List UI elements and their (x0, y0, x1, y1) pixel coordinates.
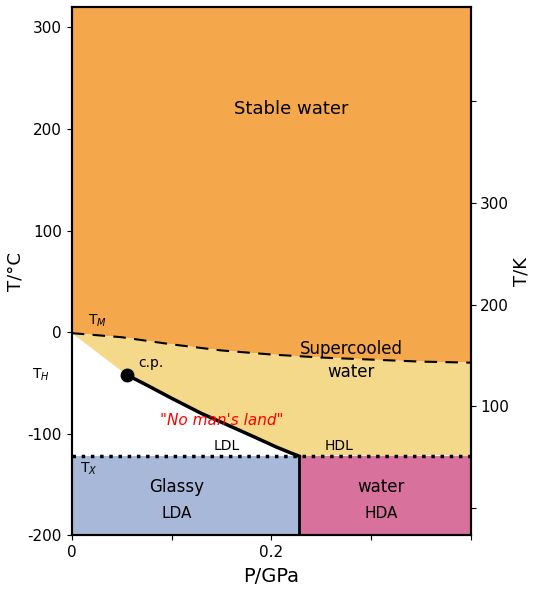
Text: water: water (357, 477, 404, 496)
Polygon shape (72, 7, 470, 363)
Y-axis label: T/°C: T/°C (7, 252, 25, 291)
Text: "No man's land": "No man's land" (159, 413, 283, 428)
Polygon shape (72, 333, 470, 456)
Text: T$_X$: T$_X$ (80, 460, 97, 477)
Text: Stable water: Stable water (234, 100, 349, 117)
Text: LDL: LDL (213, 439, 240, 453)
X-axis label: P/GPa: P/GPa (243, 567, 299, 586)
Polygon shape (299, 456, 470, 535)
Text: c.p.: c.p. (139, 356, 164, 370)
Text: T$_H$: T$_H$ (32, 366, 50, 383)
Text: LDA: LDA (161, 505, 192, 521)
Text: T$_M$: T$_M$ (88, 313, 106, 329)
Polygon shape (72, 375, 299, 456)
Text: HDL: HDL (324, 439, 353, 453)
Text: Supercooled
water: Supercooled water (300, 340, 402, 381)
Text: HDA: HDA (364, 505, 397, 521)
Y-axis label: T/K: T/K (512, 257, 530, 286)
Polygon shape (72, 456, 299, 535)
Text: Glassy: Glassy (149, 477, 204, 496)
